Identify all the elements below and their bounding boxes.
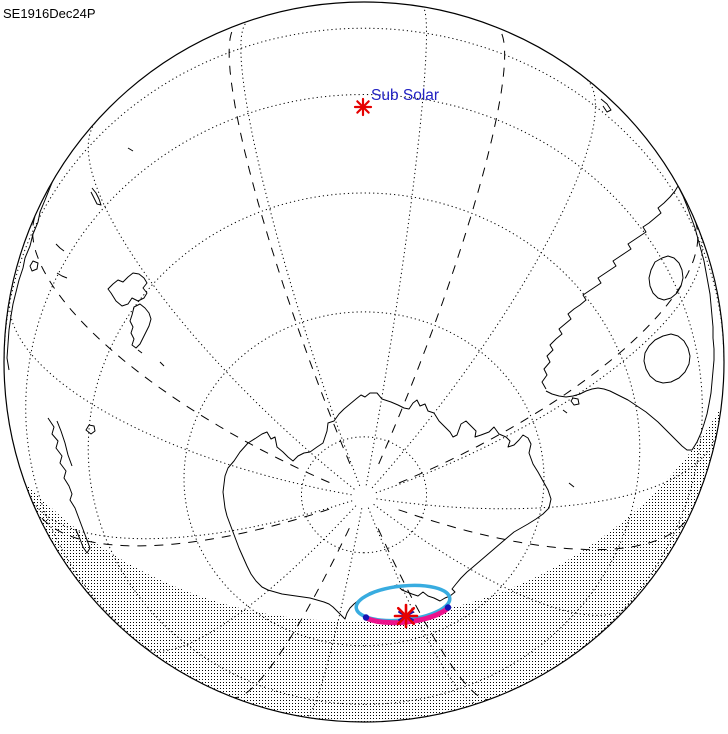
coastline-sa-island-2 bbox=[643, 333, 691, 384]
coastline-australia-east-coast bbox=[6, 157, 64, 371]
coastline-coast-tongue bbox=[47, 417, 91, 554]
coastline-sa-west-coast bbox=[541, 185, 679, 390]
coastline-nz-north-island bbox=[107, 272, 148, 307]
coastline-island-b bbox=[55, 243, 65, 252]
globe-circle bbox=[3, 1, 725, 723]
eclipse-limit-dot-0 bbox=[362, 614, 370, 621]
coastline-nz-south-island bbox=[129, 303, 152, 349]
map-title: SE1916Dec24P bbox=[3, 6, 96, 21]
coastline-speck-diego bbox=[562, 409, 568, 414]
coastline-sa-east-coast bbox=[677, 185, 715, 451]
sub-solar-asterisk bbox=[353, 97, 373, 117]
eclipse-limit-dot-1 bbox=[444, 604, 452, 611]
coastline-speck-campbell bbox=[159, 361, 165, 367]
coastlines bbox=[6, 98, 715, 620]
graticule bbox=[4, 6, 724, 718]
coastline-island-a bbox=[90, 187, 102, 206]
coastline-tasmania bbox=[29, 260, 39, 272]
penumbra-shading bbox=[24, 407, 722, 722]
coastline-islet-horn bbox=[570, 397, 580, 406]
greatest-eclipse-asterisk bbox=[393, 603, 419, 629]
coastline-islet-omega bbox=[85, 424, 96, 435]
coastline-antarctica bbox=[222, 392, 552, 620]
coastline-sa-hook bbox=[600, 98, 612, 113]
coastline-sa-island-1 bbox=[648, 255, 684, 301]
coastline-coast-tongue-2 bbox=[56, 420, 73, 467]
sub-solar-label: Sub Solar bbox=[371, 87, 440, 104]
coastline-sa-south-coast bbox=[545, 387, 692, 451]
coastline-speck-north bbox=[127, 147, 134, 152]
coastline-speck-south bbox=[568, 482, 575, 488]
eclipse-path-arc bbox=[363, 605, 451, 626]
coastline-island-c bbox=[56, 272, 68, 279]
coastline-speck-stewart bbox=[137, 349, 143, 354]
